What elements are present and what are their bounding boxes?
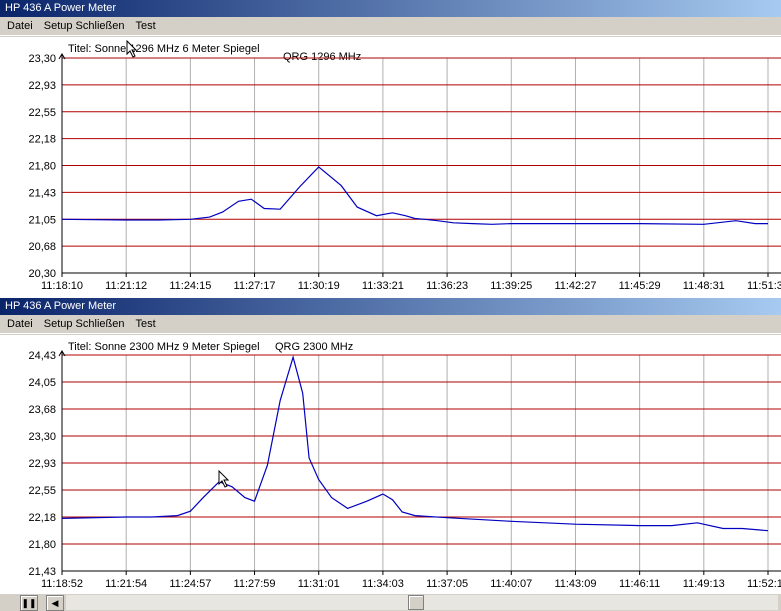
x-tick-label: 11:27:59 bbox=[234, 578, 276, 590]
y-tick-label: 22,93 bbox=[28, 458, 56, 470]
x-tick-label: 11:49:13 bbox=[683, 578, 725, 590]
y-axis-arrow-icon bbox=[58, 350, 66, 357]
series-line bbox=[61, 166, 768, 225]
y-tick-label: 24,43 bbox=[28, 350, 56, 362]
x-tick-label: 11:18:52 bbox=[41, 578, 83, 590]
window-title-bar[interactable]: HP 436 A Power Meter bbox=[0, 298, 781, 315]
y-tick-label: 21,43 bbox=[28, 566, 56, 578]
power-meter-window-1296: HP 436 A Power Meter Datei Setup Schließ… bbox=[0, 0, 781, 298]
x-tick-label: 11:37:05 bbox=[426, 578, 468, 590]
y-tick-label: 22,55 bbox=[28, 107, 56, 119]
x-tick-label: 11:31:01 bbox=[298, 578, 340, 590]
x-tick-label: 11:21:54 bbox=[105, 578, 147, 590]
y-tick-label: 23,30 bbox=[28, 431, 56, 443]
plot-area: Titel: Sonne 1296 MHz 6 Meter Spiegel QR… bbox=[0, 37, 781, 298]
x-tick-label: 11:42:27 bbox=[554, 280, 596, 292]
qrg-label: QRG 1296 MHz bbox=[283, 51, 361, 63]
x-tick-label: 11:34:03 bbox=[362, 578, 404, 590]
x-tick-label: 11:40:07 bbox=[490, 578, 532, 590]
y-tick-label: 22,55 bbox=[28, 485, 56, 497]
y-tick-label: 22,18 bbox=[28, 134, 56, 146]
x-tick-label: 11:43:09 bbox=[554, 578, 596, 590]
x-tick-label: 11:36:23 bbox=[426, 280, 468, 292]
menu-bar: Datei Setup Schließen Test bbox=[0, 17, 781, 36]
y-axis-arrow-icon bbox=[58, 53, 66, 60]
plot-title: Titel: Sonne 2300 MHz 9 Meter Spiegel bbox=[68, 341, 260, 353]
menu-datei[interactable]: Datei bbox=[7, 318, 33, 330]
power-chart-2300: Titel: Sonne 2300 MHz 9 Meter Spiegel QR… bbox=[28, 341, 781, 590]
y-tick-label: 20,30 bbox=[28, 268, 56, 280]
menu-bar: Datei Setup Schließen Test bbox=[0, 315, 781, 334]
scroll-left-button[interactable]: ◀ bbox=[46, 595, 64, 611]
power-chart-1296: Titel: Sonne 1296 MHz 6 Meter Spiegel QR… bbox=[28, 43, 781, 292]
menu-setup-schliessen[interactable]: Setup Schließen bbox=[43, 318, 125, 330]
plot-title: Titel: Sonne 1296 MHz 6 Meter Spiegel bbox=[68, 43, 260, 55]
y-tick-label: 22,93 bbox=[28, 80, 56, 92]
menu-test[interactable]: Test bbox=[135, 318, 156, 330]
menu-setup-schliessen[interactable]: Setup Schließen bbox=[43, 20, 125, 32]
mouse-cursor-icon bbox=[126, 40, 138, 58]
mouse-cursor-icon bbox=[218, 470, 230, 488]
x-tick-label: 11:51:33 bbox=[747, 280, 781, 292]
x-tick-label: 11:45:29 bbox=[619, 280, 661, 292]
x-tick-label: 11:27:17 bbox=[234, 280, 276, 292]
menu-datei[interactable]: Datei bbox=[7, 20, 33, 32]
y-tick-label: 24,05 bbox=[28, 377, 56, 389]
x-tick-label: 11:52:15 bbox=[747, 578, 781, 590]
plot-area: Titel: Sonne 2300 MHz 9 Meter Spiegel QR… bbox=[0, 335, 781, 597]
y-tick-label: 22,18 bbox=[28, 512, 56, 524]
scroll-bar: ❚❚ ◀ bbox=[0, 593, 781, 611]
x-tick-label: 11:39:25 bbox=[490, 280, 532, 292]
qrg-label: QRG 2300 MHz bbox=[275, 341, 353, 353]
x-tick-label: 11:48:31 bbox=[683, 280, 725, 292]
y-tick-label: 20,68 bbox=[28, 241, 56, 253]
x-tick-label: 11:30:19 bbox=[298, 280, 340, 292]
x-tick-label: 11:33:21 bbox=[362, 280, 404, 292]
y-tick-label: 21,43 bbox=[28, 187, 56, 199]
y-tick-label: 23,30 bbox=[28, 53, 56, 65]
pause-button[interactable]: ❚❚ bbox=[20, 595, 38, 611]
x-tick-label: 11:24:15 bbox=[169, 280, 211, 292]
x-tick-label: 11:21:12 bbox=[105, 280, 147, 292]
power-meter-window-2300: HP 436 A Power Meter Datei Setup Schließ… bbox=[0, 298, 781, 610]
window-title-bar[interactable]: HP 436 A Power Meter bbox=[0, 0, 781, 17]
y-tick-label: 21,05 bbox=[28, 214, 56, 226]
x-tick-label: 11:24:57 bbox=[169, 578, 211, 590]
scroll-track[interactable] bbox=[66, 595, 778, 610]
series-line bbox=[61, 354, 769, 532]
y-tick-label: 23,68 bbox=[28, 404, 56, 416]
x-tick-label: 11:46:11 bbox=[619, 578, 660, 590]
x-tick-label: 11:18:10 bbox=[41, 280, 83, 292]
y-tick-label: 21,80 bbox=[28, 539, 56, 551]
scroll-thumb[interactable] bbox=[408, 595, 424, 610]
y-tick-label: 21,80 bbox=[28, 161, 56, 173]
menu-test[interactable]: Test bbox=[135, 20, 156, 32]
